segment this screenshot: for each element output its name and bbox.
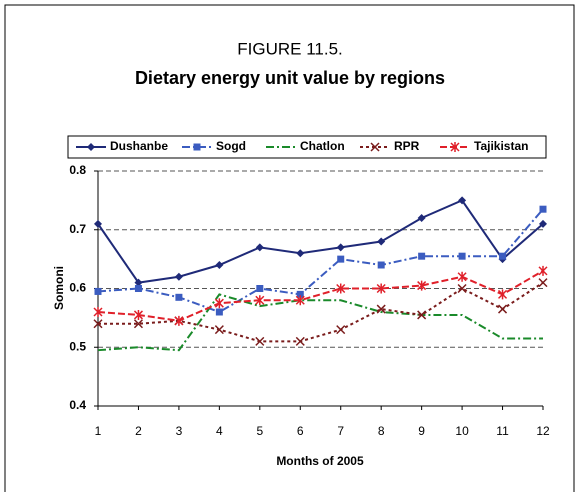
x-tick-label: 10 [455,424,469,438]
x-tick-label: 11 [496,424,509,438]
data-point [417,280,427,291]
y-tick-label: 0.6 [69,281,86,295]
x-tick-label: 7 [337,424,344,438]
data-point [336,243,345,252]
data-point [134,285,142,292]
data-point [418,252,426,260]
data-point [376,304,386,314]
legend-label: Tajikistan [474,139,528,153]
x-tick-label: 6 [297,424,304,438]
data-point [538,278,548,288]
data-point [134,278,143,287]
data-point [538,265,548,276]
data-point [215,261,224,269]
legend-marker [87,143,95,151]
data-point [295,336,305,346]
data-point [296,290,304,298]
data-point [215,308,223,316]
x-axis-label: Months of 2005 [276,454,364,468]
data-point [296,249,305,258]
y-axis-label: Somoni [52,266,66,310]
y-tick-label: 0.5 [69,339,86,353]
data-point [417,214,426,222]
data-point [94,287,102,295]
x-tick-label: 1 [95,424,102,438]
x-tick-label: 4 [216,424,223,438]
data-point [377,237,386,246]
data-point [458,252,466,260]
x-tick-label: 12 [536,424,550,438]
series-line [97,270,544,322]
x-tick-label: 5 [256,424,263,438]
data-point [256,285,264,292]
legend-label: Chatlon [300,139,345,153]
data-point [457,271,467,282]
data-point [499,252,507,260]
series-line [97,199,544,284]
y-tick-label: 0.7 [69,222,86,236]
series-line [98,281,544,343]
x-tick-label: 2 [135,424,142,438]
data-point [94,219,102,228]
data-point [174,315,184,326]
legend-label: Dushanbe [110,139,168,153]
data-point [458,196,467,205]
data-point [175,293,183,301]
data-point [377,261,385,269]
data-point [214,298,224,309]
legend-label: Sogd [216,139,246,153]
data-point [255,243,264,252]
legend-marker [450,142,460,152]
data-point [376,283,386,294]
chart-title: FIGURE 11.5. [237,39,343,58]
chart-subtitle: Dietary energy unit value by regions [135,68,445,88]
y-tick-label: 0.4 [69,398,86,412]
y-tick-label: 0.8 [69,163,86,177]
data-point [255,295,265,306]
data-point [295,295,305,306]
data-point [336,325,346,335]
legend-marker [193,143,201,151]
data-point [174,272,183,281]
data-point [337,255,345,263]
data-point [93,307,103,317]
legend-label: RPR [394,139,420,153]
data-point [133,309,143,320]
data-point [539,205,547,213]
legend-box [67,135,547,159]
data-point [539,219,547,228]
data-point [498,289,508,300]
series-line [97,208,544,314]
data-point [457,283,467,294]
data-point [133,319,143,329]
legend-marker [370,142,380,152]
figure-frame [4,4,575,492]
x-tick-label: 3 [176,424,183,438]
data-point [498,304,508,314]
series-line [97,293,543,352]
data-point [255,336,265,346]
x-tick-label: 9 [418,424,425,438]
data-point [417,310,427,320]
data-point [214,325,224,335]
data-point [336,283,346,294]
data-point [93,319,103,329]
x-tick-label: 8 [378,424,385,438]
